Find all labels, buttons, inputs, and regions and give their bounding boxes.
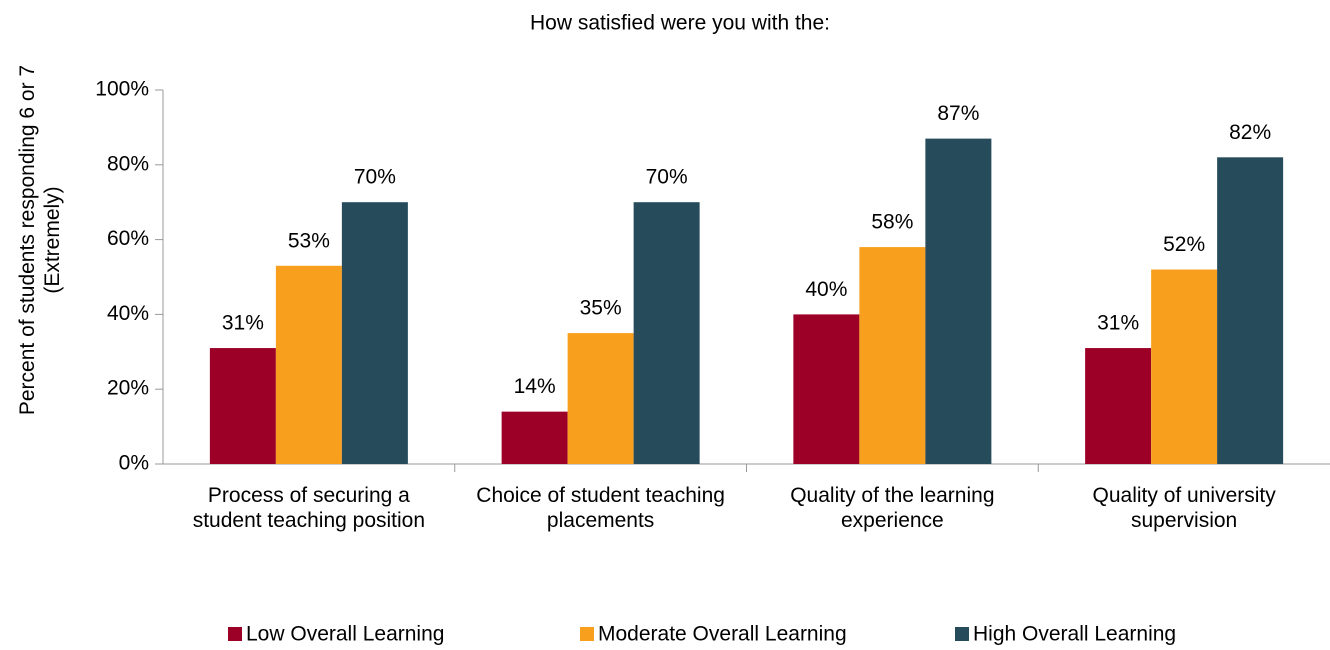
x-tick-label: Process of securing a student teaching p… [192, 484, 426, 532]
y-tick-label: 80% [107, 152, 149, 175]
bar [793, 314, 860, 464]
bar [1151, 269, 1218, 464]
legend-label: High Overall Learning [973, 623, 1176, 646]
data-label: 14% [514, 375, 556, 398]
y-axis-label: Percent of students responding 6 or 7 (E… [16, 64, 64, 416]
bar [925, 138, 992, 464]
data-label: 70% [646, 166, 688, 189]
data-label: 31% [1097, 312, 1139, 335]
data-label: 58% [871, 211, 913, 234]
bar [209, 348, 276, 464]
data-label: 70% [354, 166, 396, 189]
bar [633, 202, 700, 464]
data-label: 87% [937, 102, 979, 125]
y-tick-label: 100% [95, 78, 149, 101]
bar [567, 333, 634, 464]
bar [275, 265, 342, 464]
bar [1085, 348, 1152, 464]
x-tick-label: Quality of university supervision [1092, 484, 1276, 532]
bar [501, 411, 568, 464]
y-tick-label: 0% [119, 452, 149, 475]
data-label: 52% [1163, 233, 1205, 256]
bar [859, 247, 926, 464]
data-label: 35% [580, 297, 622, 320]
y-tick-label: 40% [107, 302, 149, 325]
legend-label: Low Overall Learning [246, 623, 444, 646]
legend-swatch [580, 627, 594, 641]
legend-label: Moderate Overall Learning [598, 623, 847, 646]
chart-title: How satisfied were you with the: [530, 12, 830, 35]
data-label: 53% [288, 229, 330, 252]
y-tick-label: 20% [107, 377, 149, 400]
bar [341, 202, 408, 464]
x-tick-label: Quality of the learning experience [790, 484, 995, 532]
bar [1217, 157, 1284, 464]
data-label: 82% [1229, 121, 1271, 144]
data-label: 31% [222, 312, 264, 335]
legend-swatch [955, 627, 969, 641]
y-tick-label: 60% [107, 227, 149, 250]
data-label: 40% [805, 278, 847, 301]
legend-swatch [228, 627, 242, 641]
x-tick-label: Choice of student teaching placements [476, 484, 725, 532]
